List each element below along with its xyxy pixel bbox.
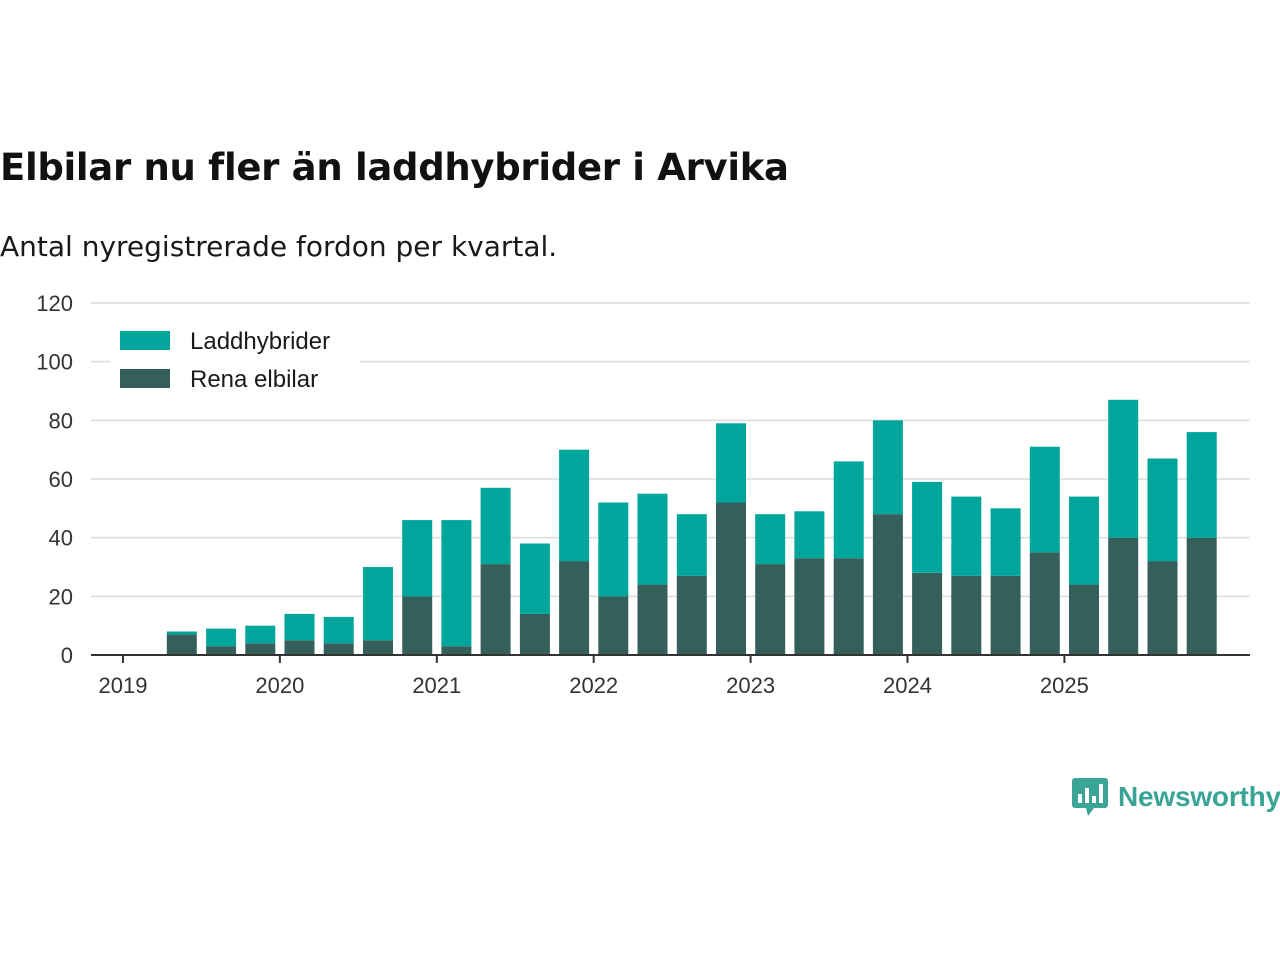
bar-laddhybrider-2023-Q1: [755, 514, 786, 565]
bar-rena-elbilar-2022-Q1: [598, 596, 629, 655]
y-tick-label: 100: [36, 350, 73, 375]
bar-rena-elbilar-2023-Q3: [833, 558, 864, 655]
bar-laddhybrider-2022-Q2: [637, 493, 668, 585]
bar-laddhybrider-2022-Q4: [716, 423, 746, 503]
bar-rena-elbilar-2019-Q3: [206, 646, 237, 655]
bar-laddhybrider-2021-Q4: [559, 449, 590, 562]
bar-rena-elbilar-2021-Q1: [441, 646, 472, 655]
legend-label: Laddhybrider: [190, 328, 330, 355]
bar-laddhybrider-2021-Q2: [480, 487, 511, 565]
bar-rena-elbilar-2024-Q4: [1029, 552, 1060, 655]
bar-laddhybrider-2024-Q4: [1029, 446, 1060, 553]
bar-laddhybrider-2021-Q1: [441, 520, 472, 647]
chart-subtitle: Antal nyregistrerade fordon per kvartal.: [0, 230, 558, 263]
y-axis-ticks: 0 20 40 60 80 100 120: [36, 291, 73, 668]
bar-rena-elbilar-2024-Q3: [990, 575, 1021, 655]
bar-rena-elbilar-2021-Q2: [480, 564, 511, 655]
bar-laddhybrider-2020-Q3: [363, 567, 393, 641]
brand-name: Newsworthy: [1118, 781, 1280, 812]
bar-rena-elbilar-2020-Q4: [402, 596, 433, 655]
chart-title: Elbilar nu fler än laddhybrider i Arvika: [0, 146, 789, 189]
bar-rena-elbilar-2023-Q2: [794, 558, 825, 655]
bar-rena-elbilar-2022-Q4: [716, 502, 746, 655]
legend-swatch: [120, 331, 170, 350]
bars: [166, 399, 1217, 655]
stacked-bar-chart: 0 20 40 60 80 100 120 2019 2020 2021 2022 2023 2024…: [36, 291, 1250, 698]
y-tick-label: 120: [36, 291, 73, 316]
legend-swatch: [120, 369, 170, 388]
legend-label: Rena elbilar: [190, 366, 318, 393]
bar-laddhybrider-2025-Q4: [1186, 432, 1217, 538]
bar-rena-elbilar-2023-Q1: [755, 564, 786, 655]
bar-laddhybrider-2020-Q1: [284, 613, 315, 641]
x-tick-label: 2022: [569, 673, 618, 698]
x-tick-label: 2025: [1040, 673, 1089, 698]
bar-laddhybrider-2023-Q3: [833, 461, 864, 559]
x-tick-label: 2019: [99, 673, 148, 698]
bar-rena-elbilar-2020-Q1: [284, 640, 315, 655]
x-tick-label: 2023: [726, 673, 775, 698]
bar-rena-elbilar-2022-Q2: [637, 584, 668, 655]
bar-rena-elbilar-2024-Q1: [912, 572, 943, 655]
bar-laddhybrider-2024-Q2: [951, 496, 982, 576]
x-tick-label: 2020: [255, 673, 304, 698]
y-tick-label: 60: [49, 467, 73, 492]
bar-laddhybrider-2022-Q3: [676, 514, 707, 576]
bar-rena-elbilar-2025-Q3: [1147, 561, 1178, 655]
y-tick-label: 40: [49, 526, 73, 551]
x-tick-label: 2021: [412, 673, 461, 698]
bar-laddhybrider-2020-Q4: [402, 520, 433, 597]
bar-laddhybrider-2023-Q2: [794, 511, 825, 559]
legend: Laddhybrider Rena elbilar: [110, 320, 360, 398]
bar-laddhybrider-2025-Q1: [1069, 496, 1099, 585]
bar-laddhybrider-2025-Q3: [1147, 458, 1178, 562]
bar-rena-elbilar-2021-Q3: [519, 613, 550, 655]
newsworthy-logo[interactable]: Newsworthy: [1072, 776, 1280, 818]
bar-rena-elbilar-2025-Q2: [1108, 537, 1139, 655]
bar-laddhybrider-2019-Q2: [166, 631, 197, 635]
y-tick-label: 20: [49, 584, 73, 609]
bar-rena-elbilar-2022-Q3: [676, 575, 707, 655]
bar-laddhybrider-2022-Q1: [598, 502, 629, 597]
bar-rena-elbilar-2023-Q4: [872, 514, 903, 655]
bar-laddhybrider-2024-Q1: [912, 481, 943, 573]
x-tick-label: 2024: [883, 673, 932, 698]
bar-rena-elbilar-2025-Q4: [1186, 537, 1217, 655]
bar-laddhybrider-2019-Q3: [206, 628, 237, 647]
newsworthy-logo-icon: [1072, 778, 1108, 816]
bar-rena-elbilar-2025-Q1: [1069, 584, 1099, 655]
bar-laddhybrider-2019-Q4: [245, 625, 276, 644]
bar-laddhybrider-2025-Q2: [1108, 399, 1139, 538]
bar-rena-elbilar-2019-Q4: [245, 643, 276, 655]
bar-rena-elbilar-2020-Q3: [363, 640, 393, 655]
bar-laddhybrider-2024-Q3: [990, 508, 1021, 576]
bar-rena-elbilar-2021-Q4: [559, 561, 590, 655]
y-tick-label: 0: [61, 643, 73, 668]
bar-rena-elbilar-2020-Q2: [323, 643, 354, 655]
bar-laddhybrider-2023-Q4: [872, 420, 903, 515]
y-tick-label: 80: [49, 408, 73, 433]
x-axis: 2019 2020 2021 2022 2023 2024 2025: [91, 654, 1250, 698]
bar-rena-elbilar-2019-Q2: [166, 634, 197, 655]
bar-laddhybrider-2020-Q2: [323, 616, 354, 644]
bar-rena-elbilar-2024-Q2: [951, 575, 982, 655]
bar-laddhybrider-2021-Q3: [519, 543, 550, 614]
